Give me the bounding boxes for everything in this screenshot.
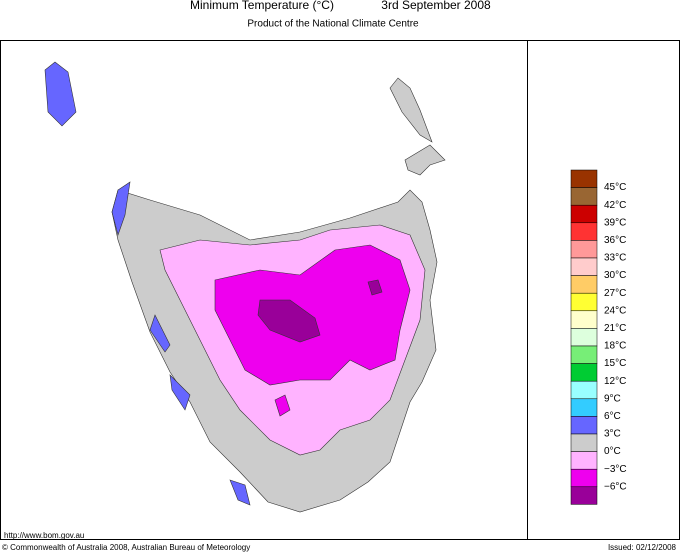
- legend-swatch: [570, 187, 598, 206]
- subtitle: Product of the National Climate Centre: [247, 19, 419, 30]
- legend-swatch: [570, 416, 598, 435]
- legend-label: 21°C: [604, 323, 626, 334]
- legend-label: −6°C: [604, 481, 627, 492]
- title: Minimum Temperature (°C): [190, 0, 334, 12]
- legend-swatch: [570, 310, 598, 329]
- legend-swatch: [570, 275, 598, 294]
- legend-label: 42°C: [604, 200, 626, 211]
- zone-below-minus6-small: [367, 279, 383, 296]
- legend-swatch: [570, 486, 598, 505]
- legend: 45°C 42°C 39°C 36°C 33°C 30°C 27°C 24°C 21°C 18°C…: [570, 169, 627, 505]
- url: http://www.bom.gov.au: [4, 531, 84, 540]
- cape-barren: [404, 144, 446, 176]
- legend-label: 9°C: [604, 393, 621, 404]
- legend-label: 3°C: [604, 429, 621, 440]
- flinders-island: [389, 77, 433, 143]
- legend-label: 45°C: [604, 182, 626, 193]
- legend-label: 39°C: [604, 217, 626, 228]
- legend-label: 6°C: [604, 411, 621, 422]
- legend-swatch: [570, 451, 598, 470]
- legend-label: −3°C: [604, 464, 627, 475]
- legend-label: 12°C: [604, 376, 626, 387]
- legend-swatch: [570, 257, 598, 276]
- legend-swatch: [570, 292, 598, 312]
- south-coast: [229, 479, 251, 506]
- legend-swatch: [570, 363, 598, 382]
- legend-label: 24°C: [604, 305, 626, 316]
- west-coast-b: [149, 314, 171, 353]
- legend-swatch: [570, 240, 598, 259]
- issued: Issued: 02/12/2008: [608, 543, 677, 552]
- legend-label: 36°C: [604, 235, 626, 246]
- west-coast-a: [111, 181, 131, 237]
- legend-label: 33°C: [604, 253, 626, 264]
- legend-label: 27°C: [604, 288, 626, 299]
- map: [44, 61, 446, 513]
- copyright: © Commonwealth of Australia 2008, Austra…: [2, 543, 250, 552]
- west-coast-c: [169, 374, 191, 411]
- legend-label: 15°C: [604, 358, 626, 369]
- legend-label: 0°C: [604, 446, 621, 457]
- legend-swatch: [570, 468, 598, 488]
- legend-swatch: [570, 204, 598, 224]
- zone-below-minus6: [257, 299, 321, 343]
- legend-swatch: [570, 345, 598, 364]
- king-island: [44, 61, 77, 127]
- legend-swatch: [570, 433, 598, 452]
- legend-label: 18°C: [604, 341, 626, 352]
- legend-swatch: [570, 328, 598, 347]
- legend-swatch: [570, 222, 598, 241]
- legend-swatch: [570, 380, 598, 400]
- legend-swatch: [570, 169, 598, 188]
- zone-minus3-small: [274, 394, 291, 417]
- zone-minus3-to-minus6: [214, 244, 411, 386]
- date: 3rd September 2008: [381, 0, 491, 12]
- legend-label: 30°C: [604, 270, 626, 281]
- legend-swatch: [570, 398, 598, 417]
